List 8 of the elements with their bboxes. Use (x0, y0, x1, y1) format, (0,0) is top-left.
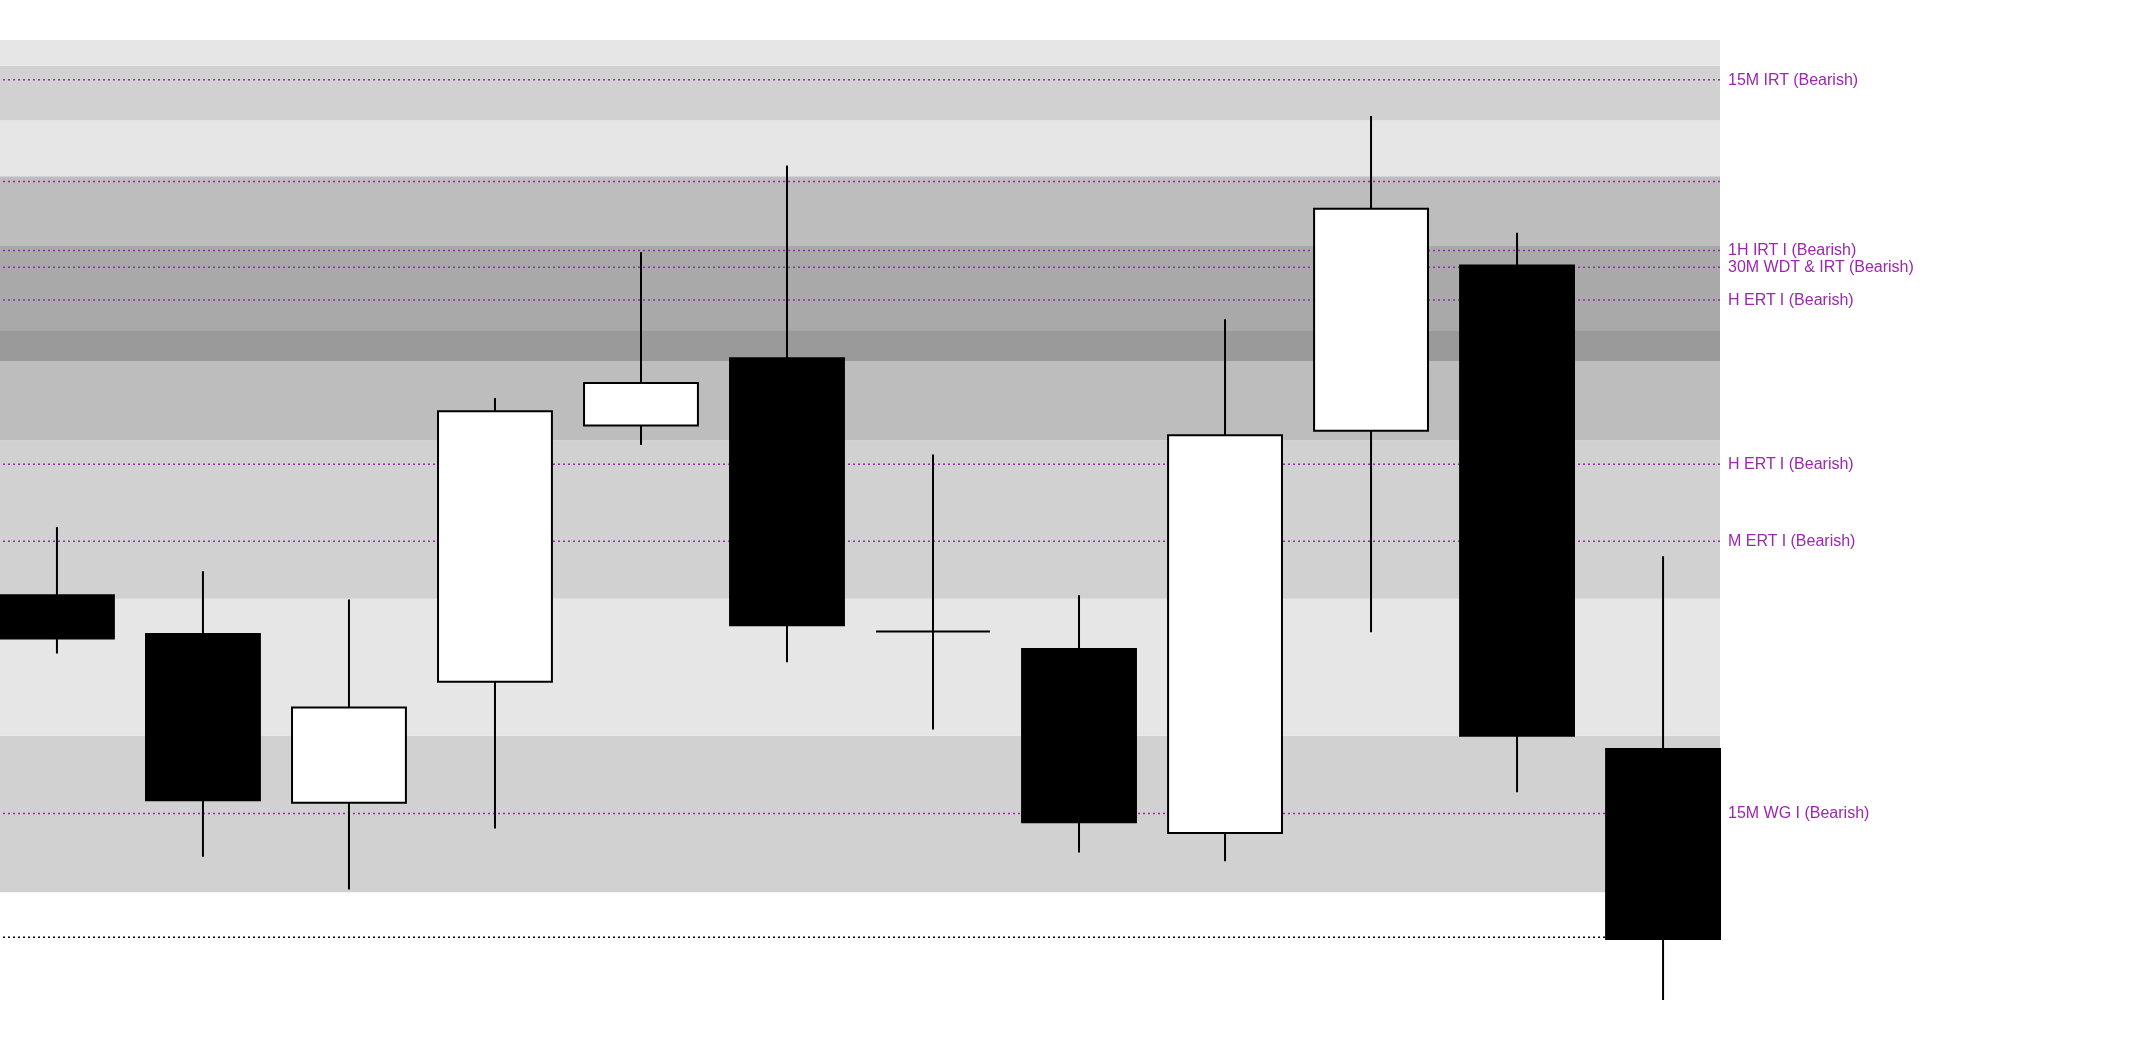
ref-line-label: 15M WG I (Bearish) (1728, 804, 1870, 822)
ref-line-label: 15M IRT (Bearish) (1728, 70, 1859, 88)
candlestick (875, 453, 991, 731)
ref-line-label: M ERT I (Bearish) (1728, 532, 1856, 550)
ref-line-label: 1H IRT I (Bearish) (1728, 241, 1857, 259)
ref-line-label: H ERT I (Bearish) (1728, 455, 1854, 473)
ref-line-label: H ERT I (Bearish) (1728, 290, 1854, 308)
ref-line-label: 30M WDT & IRT (Bearish) (1728, 258, 1914, 276)
